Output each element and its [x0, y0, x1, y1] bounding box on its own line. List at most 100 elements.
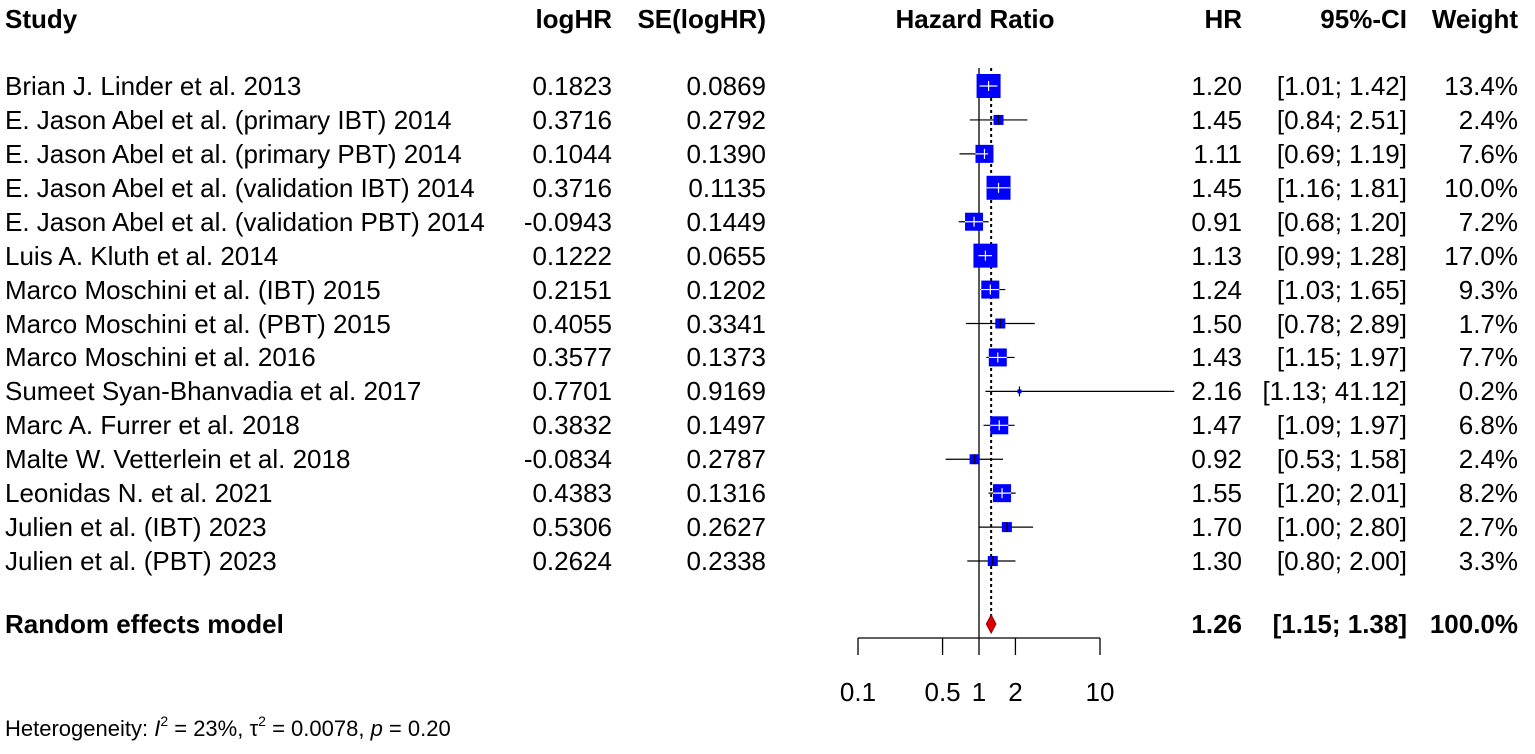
row-0-loghr: 0.1823 — [532, 71, 612, 101]
summary-label: Random effects model — [5, 609, 284, 639]
header-hazard-ratio: Hazard Ratio — [895, 4, 1055, 34]
row-4-ci: [0.68; 1.20] — [1276, 206, 1407, 237]
tau-symbol: τ — [249, 716, 259, 741]
row-0-hr: 1.20 — [1191, 71, 1242, 101]
row-6-study: Marco Moschini et al. (IBT) 2015 — [5, 274, 381, 305]
header-ci: 95%-CI — [1320, 4, 1407, 34]
row-7-study: Marco Moschini et al. (PBT) 2015 — [5, 308, 391, 339]
row-13-se: 0.2627 — [686, 512, 766, 543]
row-9-study: Sumeet Syan-Bhanvadia et al. 2017 — [5, 376, 422, 407]
row-10-hr: 1.47 — [1191, 410, 1242, 441]
row-2-loghr: 0.1044 — [532, 138, 612, 169]
row-8-se: 0.1373 — [686, 342, 766, 373]
row-13-hr: 1.70 — [1191, 512, 1242, 543]
row-12-loghr: 0.4383 — [532, 478, 612, 509]
row-12-ci: [1.20; 2.01] — [1276, 478, 1407, 509]
row-12-study: Leonidas N. et al. 2021 — [5, 478, 273, 509]
row-0-weight: 13.4% — [1444, 71, 1518, 101]
row-4-loghr: -0.0943 — [523, 206, 612, 237]
row-1-se: 0.2792 — [686, 104, 766, 135]
row-9-hr: 2.16 — [1191, 376, 1242, 407]
row-9-ci: [1.13; 41.12] — [1262, 376, 1407, 407]
header-se: SE(logHR) — [637, 4, 766, 34]
row-10-se: 0.1497 — [686, 410, 766, 441]
p-symbol: p — [370, 716, 383, 741]
summary-hr: 1.26 — [1191, 609, 1242, 639]
row-7-loghr: 0.4055 — [532, 308, 612, 339]
row-5-se: 0.0655 — [686, 240, 766, 271]
row-6-se: 0.1202 — [686, 274, 766, 305]
row-8-ci: [1.15; 1.97] — [1276, 342, 1407, 373]
row-11-se: 0.2787 — [686, 444, 766, 475]
row-11-study: Malte W. Vetterlein et al. 2018 — [5, 444, 351, 475]
row-14-ci: [0.80; 2.00] — [1276, 546, 1407, 577]
row-1-weight: 2.4% — [1458, 104, 1518, 135]
row-1-loghr: 0.3716 — [532, 104, 612, 135]
header-loghr: logHR — [535, 4, 612, 34]
header-hr: HR — [1204, 4, 1242, 34]
summary-weight: 100.0% — [1429, 609, 1518, 639]
row-5-loghr: 0.1222 — [532, 240, 612, 271]
row-0-ci: [1.01; 1.42] — [1276, 71, 1407, 101]
tau-value: = 0.0078, — [265, 716, 371, 741]
tau-superscript: 2 — [258, 713, 266, 729]
row-7-se: 0.3341 — [686, 308, 766, 339]
x-tick-label-2: 1 — [972, 677, 986, 707]
row-8-loghr: 0.3577 — [532, 342, 612, 373]
heterogeneity-prefix: Heterogeneity: — [5, 716, 155, 741]
row-10-study: Marc A. Furrer et al. 2018 — [5, 410, 300, 441]
row-11-weight: 2.4% — [1458, 444, 1518, 475]
row-3-ci: [1.16; 1.81] — [1276, 172, 1407, 203]
row-13-study: Julien et al. (IBT) 2023 — [5, 512, 267, 543]
row-5-ci: [0.99; 1.28] — [1276, 240, 1407, 271]
row-2-ci: [0.69; 1.19] — [1276, 138, 1407, 169]
row-4-hr: 0.91 — [1191, 206, 1242, 237]
row-13-ci: [1.00; 2.80] — [1276, 512, 1407, 543]
row-2-se: 0.1390 — [686, 138, 766, 169]
summary-ci: [1.15; 1.38] — [1272, 609, 1407, 639]
row-8-study: Marco Moschini et al. 2016 — [5, 342, 316, 373]
row-1-ci: [0.84; 2.51] — [1276, 104, 1407, 135]
row-3-se: 0.1135 — [688, 172, 766, 203]
row-6-hr: 1.24 — [1191, 274, 1242, 305]
row-6-weight: 9.3% — [1458, 274, 1518, 305]
row-0-study: Brian J. Linder et al. 2013 — [5, 71, 302, 101]
row-13-loghr: 0.5306 — [532, 512, 612, 543]
row-11-hr: 0.92 — [1191, 444, 1242, 475]
row-12-hr: 1.55 — [1191, 478, 1242, 509]
row-9-weight: 0.2% — [1458, 376, 1518, 407]
row-14-hr: 1.30 — [1191, 546, 1242, 577]
row-10-ci: [1.09; 1.97] — [1276, 410, 1407, 441]
i2-superscript: 2 — [160, 713, 169, 729]
header-study: Study — [5, 4, 78, 34]
row-1-study: E. Jason Abel et al. (primary IBT) 2014 — [5, 104, 452, 135]
row-14-weight: 3.3% — [1458, 546, 1518, 577]
row-4-study: E. Jason Abel et al. (validation PBT) 20… — [5, 206, 485, 237]
x-tick-label-0: 0.1 — [840, 677, 876, 707]
row-2-weight: 7.6% — [1458, 138, 1518, 169]
row-2-study: E. Jason Abel et al. (primary PBT) 2014 — [5, 138, 462, 169]
row-9-se: 0.9169 — [686, 376, 766, 407]
row-11-ci: [0.53; 1.58] — [1276, 444, 1407, 475]
row-3-study: E. Jason Abel et al. (validation IBT) 20… — [5, 172, 475, 203]
row-8-weight: 7.7% — [1458, 342, 1518, 373]
i2-symbol: I — [154, 716, 161, 741]
row-7-weight: 1.7% — [1458, 308, 1518, 339]
row-0-se: 0.0869 — [686, 71, 766, 101]
row-4-se: 0.1449 — [686, 206, 766, 237]
row-12-se: 0.1316 — [686, 478, 766, 509]
row-7-ci: [0.78; 2.89] — [1276, 308, 1407, 339]
x-tick-label-1: 0.5 — [924, 677, 960, 707]
row-11-loghr: -0.0834 — [523, 444, 612, 475]
row-3-hr: 1.45 — [1191, 172, 1242, 203]
row-10-loghr: 0.3832 — [532, 410, 612, 441]
row-10-weight: 6.8% — [1458, 410, 1518, 441]
row-8-hr: 1.43 — [1191, 342, 1242, 373]
row-14-study: Julien et al. (PBT) 2023 — [5, 546, 277, 577]
row-7-hr: 1.50 — [1191, 308, 1242, 339]
row-3-weight: 10.0% — [1444, 172, 1518, 203]
row-14-se: 0.2338 — [686, 546, 766, 577]
row-12-weight: 8.2% — [1458, 478, 1518, 509]
